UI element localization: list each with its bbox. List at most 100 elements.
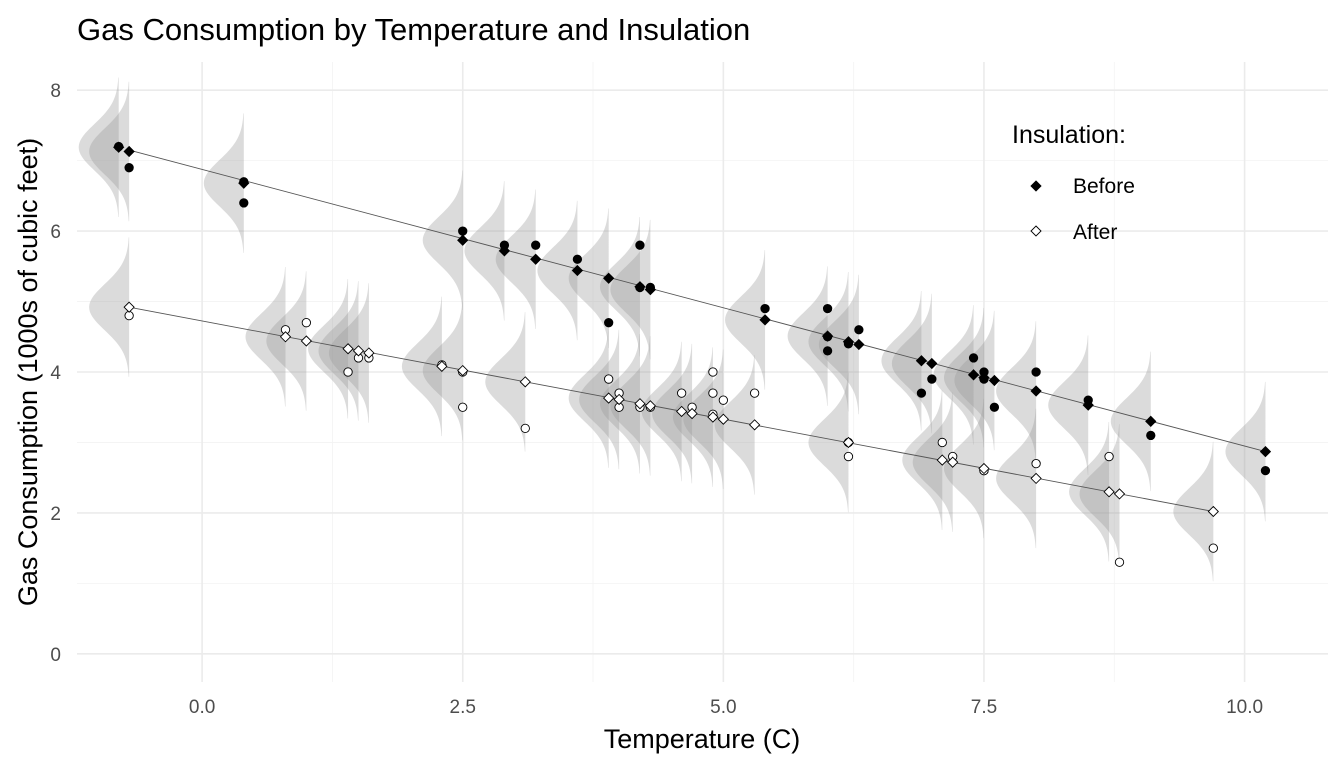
fitted-point-before bbox=[842, 336, 855, 348]
distribution-shape bbox=[1225, 381, 1266, 522]
distribution-shape bbox=[954, 310, 995, 451]
distribution-shape bbox=[610, 219, 651, 360]
fitted-point-after bbox=[1103, 486, 1115, 498]
data-point-after bbox=[677, 388, 687, 398]
axis-ticks: 0.0 2.5 5.0 7.5 10.0 0 2 4 6 8 bbox=[50, 81, 1263, 718]
distribution-shape bbox=[1069, 422, 1110, 562]
data-point-after bbox=[301, 318, 311, 328]
distribution-shape bbox=[912, 392, 953, 532]
fitted-point-after bbox=[686, 407, 698, 420]
data-point-before bbox=[531, 240, 541, 250]
distribution-shape bbox=[89, 237, 130, 377]
data-point-after bbox=[458, 402, 468, 412]
x-tick-label: 2.5 bbox=[450, 697, 476, 718]
legend-marker-before bbox=[1030, 180, 1042, 192]
fitted-point-after bbox=[842, 436, 855, 449]
data-point-before bbox=[604, 318, 614, 328]
data-point-before bbox=[239, 198, 249, 208]
fitted-point-after bbox=[363, 347, 375, 359]
fitted-point-after bbox=[644, 400, 657, 412]
distribution-shape bbox=[808, 372, 849, 513]
fitted-point-before bbox=[634, 281, 646, 293]
data-point-after bbox=[1031, 458, 1041, 469]
fitted-point-after bbox=[676, 405, 688, 418]
data-point-before bbox=[1146, 430, 1156, 441]
fitted-point-before bbox=[123, 145, 135, 158]
fitted-point-after bbox=[613, 393, 625, 406]
y-axis-title: Gas Consumption (1000s of cubic feet) bbox=[13, 138, 43, 606]
distribution-shape bbox=[902, 390, 943, 530]
data-point-before bbox=[968, 353, 979, 363]
distribution-shape bbox=[683, 349, 724, 489]
fitted-point-after bbox=[603, 392, 615, 404]
distribution-shape bbox=[568, 328, 609, 468]
y-tick-label: 2 bbox=[50, 504, 61, 525]
distribution-shape bbox=[537, 200, 578, 341]
fitted-point-before bbox=[915, 355, 928, 367]
data-point-before bbox=[760, 303, 770, 314]
fitted-point-before bbox=[603, 272, 615, 284]
distribution-shape bbox=[610, 336, 651, 476]
distribution-shape bbox=[725, 250, 766, 390]
fitted-point-before bbox=[238, 177, 250, 189]
distribution-shape bbox=[318, 281, 359, 421]
distribution-shape bbox=[568, 208, 609, 349]
distribution-shape bbox=[641, 341, 682, 482]
data-point-after bbox=[1208, 543, 1218, 553]
fitted-point-after bbox=[436, 360, 448, 373]
fitted-point-before bbox=[821, 330, 834, 342]
fitted-point-before bbox=[498, 245, 511, 257]
data-point-after bbox=[749, 388, 760, 398]
fitted-point-after bbox=[123, 301, 135, 313]
legend-label-after: After bbox=[1073, 221, 1117, 244]
legend: Insulation: Before After bbox=[1012, 121, 1135, 244]
fitted-point-before bbox=[113, 141, 125, 153]
data-points bbox=[113, 141, 1272, 567]
data-point-before bbox=[916, 388, 927, 398]
chart-title: Gas Consumption by Temperature and Insul… bbox=[77, 12, 750, 47]
fitted-point-before bbox=[571, 264, 584, 277]
data-point-after bbox=[520, 423, 530, 434]
distribution-shape bbox=[1110, 351, 1151, 492]
data-point-before bbox=[1260, 465, 1271, 476]
distribution-shape bbox=[89, 81, 130, 222]
grid bbox=[77, 62, 1328, 682]
data-point-after bbox=[1104, 451, 1114, 462]
fitted-point-after bbox=[1113, 488, 1126, 500]
data-point-after bbox=[708, 388, 718, 398]
fitted-point-before bbox=[988, 374, 1001, 387]
fitted-point-after bbox=[634, 398, 646, 410]
data-point-before bbox=[572, 254, 583, 264]
distribution-shape bbox=[579, 329, 620, 470]
distribution-shape bbox=[933, 305, 974, 445]
distribution-shape bbox=[401, 296, 442, 437]
distribution-shape bbox=[652, 343, 693, 484]
fitted-point-before bbox=[1259, 445, 1272, 458]
y-tick-label: 4 bbox=[50, 363, 61, 384]
x-tick-label: 7.5 bbox=[971, 697, 997, 718]
fitted-point-after bbox=[342, 343, 354, 355]
data-point-after bbox=[708, 367, 718, 377]
fitted-point-after bbox=[748, 419, 761, 431]
data-point-before bbox=[1031, 367, 1041, 377]
fitted-point-before bbox=[457, 234, 469, 246]
x-axis-title: Temperature (C) bbox=[604, 724, 801, 754]
fitted-point-after bbox=[1030, 472, 1042, 485]
data-point-after bbox=[843, 451, 854, 462]
fitted-point-before bbox=[926, 357, 938, 370]
legend-marker-after bbox=[1030, 225, 1042, 237]
distribution-shape bbox=[891, 293, 932, 434]
distribution-shape bbox=[996, 321, 1037, 461]
fitted-point-after bbox=[457, 364, 469, 377]
distribution-shape bbox=[996, 408, 1037, 549]
data-point-before bbox=[458, 226, 468, 236]
distribution-shape bbox=[203, 113, 244, 253]
x-tick-label: 5.0 bbox=[710, 697, 736, 718]
fitted-point-after bbox=[300, 335, 312, 347]
distribution-shape bbox=[818, 274, 859, 415]
data-point-after bbox=[1114, 557, 1125, 567]
data-point-before bbox=[822, 346, 833, 356]
distribution-shape bbox=[422, 170, 463, 310]
distribution-shape bbox=[1048, 335, 1089, 475]
